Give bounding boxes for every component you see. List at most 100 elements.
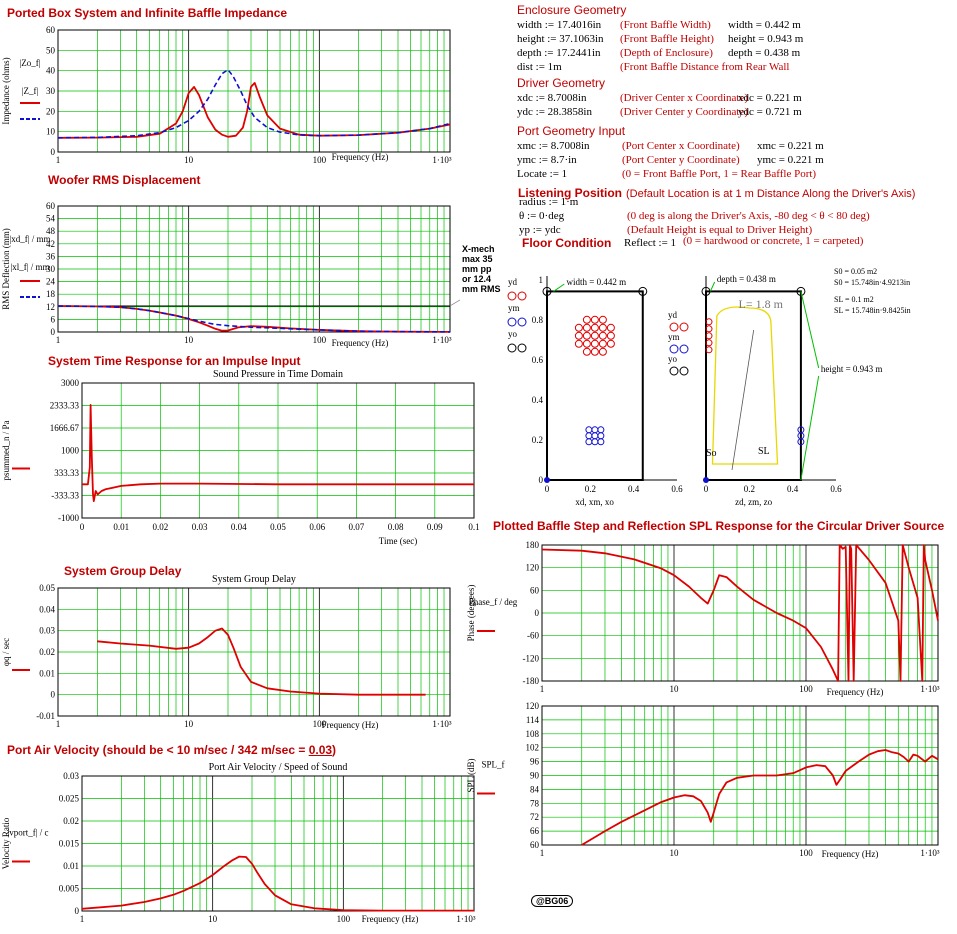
port-velocity-chart: 0 0.005 0.01 0.015 0.02 0.025 0.03 1 10 100 1·10³ F… bbox=[1, 762, 476, 924]
driver-marker bbox=[606, 323, 615, 332]
front-x-tick: 0.4 bbox=[628, 484, 640, 494]
x-axis-label: Frequency (Hz) bbox=[822, 849, 879, 859]
side-outline bbox=[705, 290, 802, 482]
param-note: (Front Baffle Width) bbox=[620, 19, 711, 31]
x-tick-label: 0.05 bbox=[270, 522, 286, 532]
param-result: width = 0.442 m bbox=[728, 19, 801, 31]
param-definition: xdc := 8.7008in bbox=[517, 92, 587, 104]
param-definition: θ := 0·deg bbox=[519, 210, 565, 222]
param-definition: Locate := 1 bbox=[517, 168, 568, 180]
driver-marker bbox=[582, 315, 591, 324]
param-note: (Driver Center y Coordinate) bbox=[620, 106, 748, 118]
legend-label: SPL_f bbox=[481, 760, 504, 770]
y-tick-label: 20 bbox=[46, 106, 56, 116]
param-note: (Front Baffle Height) bbox=[620, 33, 714, 45]
front-legend-marker bbox=[507, 291, 517, 301]
driver-marker bbox=[598, 315, 607, 324]
x-tick-label: 0.04 bbox=[231, 522, 247, 532]
side-legend-marker bbox=[679, 366, 689, 376]
series-line bbox=[57, 305, 451, 333]
x-axis-label: Frequency (Hz) bbox=[332, 338, 389, 348]
front-legend-marker bbox=[507, 317, 517, 327]
depth-label: depth = 0.438 m bbox=[717, 274, 776, 284]
x-axis-label: Frequency (Hz) bbox=[362, 914, 419, 924]
area-label: SL = 15.748in·9.8425in bbox=[834, 306, 911, 315]
y-tick-label: -120 bbox=[523, 653, 540, 663]
y-tick-label: 1000 bbox=[61, 446, 80, 456]
y-tick-label: 120 bbox=[526, 563, 540, 573]
driver-marker bbox=[582, 339, 591, 348]
y-tick-label: 60 bbox=[46, 201, 56, 211]
corner-marker bbox=[701, 286, 711, 296]
y-tick-label: 0.02 bbox=[63, 816, 79, 826]
y-tick-label: 333.33 bbox=[54, 468, 79, 478]
side-legend-label: ym bbox=[668, 332, 680, 342]
impedance-section-title: Ported Box System and Infinite Baffle Im… bbox=[7, 6, 288, 20]
port-marker bbox=[597, 438, 605, 446]
side-legend-marker bbox=[669, 366, 679, 376]
area-label: S0 = 15.748in·4.9213in bbox=[834, 278, 910, 287]
front-y-tick: 0.6 bbox=[532, 355, 544, 365]
driver-marker bbox=[574, 331, 583, 340]
y-axis-label: SPL (dB) bbox=[466, 759, 476, 793]
y-tick-label: 0 bbox=[51, 327, 56, 337]
x-axis-label: Frequency (Hz) bbox=[827, 687, 884, 697]
y-tick-label: 102 bbox=[526, 743, 540, 753]
plot-frame bbox=[541, 705, 939, 846]
phase-chart: -180 -120 -60 0 60 120 180 1 10 100 1·10³ Frequency… bbox=[466, 540, 940, 697]
y-tick-label: 0.05 bbox=[39, 583, 55, 593]
x-axis-label: Frequency (Hz) bbox=[332, 152, 389, 162]
x-tick-label: 1 bbox=[56, 155, 61, 165]
y-tick-label: 120 bbox=[526, 701, 540, 711]
height-label: height = 0.943 m bbox=[821, 364, 883, 374]
x-axis-label: Frequency (Hz) bbox=[322, 720, 379, 730]
series-line bbox=[57, 68, 451, 139]
driver-marker bbox=[590, 315, 599, 324]
side-driver-marker bbox=[705, 346, 713, 354]
x-tick-label: 0.01 bbox=[113, 522, 129, 532]
x-tick-label: 1·10³ bbox=[920, 848, 939, 858]
side-x-tick: 0.6 bbox=[830, 484, 842, 494]
port-title-value: 0.03 bbox=[308, 743, 333, 757]
legend-label: |xd_f| / mm bbox=[9, 234, 50, 244]
y-tick-label: 30 bbox=[46, 86, 56, 96]
driver-marker bbox=[598, 323, 607, 332]
param-definition: dist := 1m bbox=[517, 61, 562, 73]
x-tick-label: 1 bbox=[56, 719, 61, 729]
front-legend-label: ym bbox=[508, 303, 520, 313]
y-tick-label: 0.03 bbox=[39, 626, 55, 636]
side-x-tick: 0.2 bbox=[744, 484, 755, 494]
driver-marker bbox=[590, 339, 599, 348]
x-tick-label: 10 bbox=[184, 335, 194, 345]
front-x-tick: 0.6 bbox=[671, 484, 683, 494]
floor-reflect: Reflect := 1 bbox=[624, 237, 677, 249]
xmech-line: mm pp bbox=[462, 264, 492, 274]
y-tick-label: 36 bbox=[46, 251, 56, 261]
y-axis-label: RMS Deflection (mm) bbox=[1, 228, 11, 310]
driver-marker bbox=[598, 339, 607, 348]
y-tick-label: 2333.33 bbox=[50, 401, 80, 411]
side-driver-marker bbox=[705, 332, 713, 340]
y-tick-label: 0.04 bbox=[39, 604, 55, 614]
series-line bbox=[57, 305, 451, 333]
driver-marker bbox=[590, 347, 599, 356]
series-line bbox=[581, 749, 939, 846]
front-legend-marker bbox=[517, 343, 527, 353]
driver-marker bbox=[606, 339, 615, 348]
param-note: (Default Height is equal to Driver Heigh… bbox=[627, 224, 813, 236]
limit-line-leader bbox=[449, 299, 461, 307]
x-tick-label: 1·10³ bbox=[432, 719, 451, 729]
x-tick-label: 1 bbox=[540, 684, 545, 694]
x-tick-label: 1·10³ bbox=[432, 155, 451, 165]
port-length-label: L= 1.8 m bbox=[739, 297, 784, 311]
x-tick-label: 100 bbox=[799, 684, 813, 694]
x-axis-label: Time (sec) bbox=[379, 536, 417, 546]
param-result: ydc = 0.721 m bbox=[738, 106, 802, 118]
front-legend-marker bbox=[517, 317, 527, 327]
port-marker bbox=[591, 426, 599, 434]
y-tick-label: 40 bbox=[46, 66, 56, 76]
port-marker bbox=[597, 426, 605, 434]
y-tick-label: -333.33 bbox=[51, 490, 79, 500]
